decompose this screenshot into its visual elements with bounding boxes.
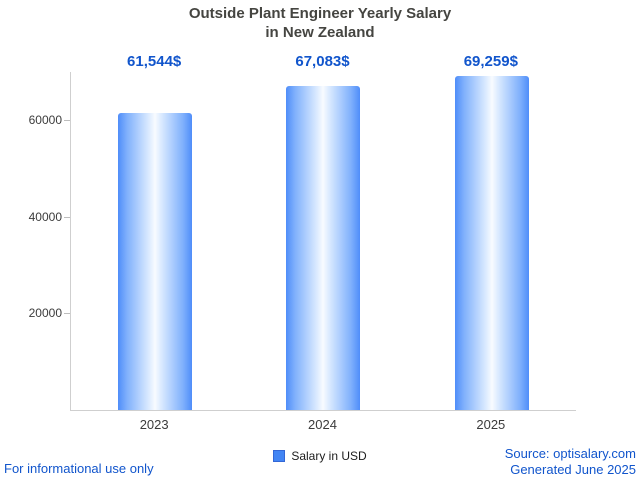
legend-label: Salary in USD (291, 449, 367, 463)
y-axis-tick-label: 60000 (28, 113, 62, 128)
chart-title: Outside Plant Engineer Yearly Salary in … (0, 5, 640, 43)
bar-value-label: 69,259$ (463, 53, 518, 70)
y-axis-tick-mark (64, 120, 70, 122)
x-axis-labels: 2023 2024 2025 (70, 417, 575, 433)
bar (286, 86, 361, 410)
legend: Salary in USD (0, 449, 640, 463)
footer-generated: Generated June 2025 (510, 462, 636, 478)
y-axis-tick-mark (64, 313, 70, 315)
bars-container (71, 72, 576, 410)
footer-disclaimer: For informational use only (4, 461, 154, 476)
y-axis-tick-label: 40000 (28, 209, 62, 224)
bar-slot (71, 72, 239, 410)
bar-slot (239, 72, 407, 410)
chart-title-line2: in New Zealand (265, 23, 375, 41)
bar-slot (408, 72, 576, 410)
bar (454, 76, 529, 410)
y-axis-tick-mark (64, 216, 70, 218)
footer-source-block: Source: optisalary.com Generated June 20… (505, 446, 636, 479)
y-axis-tick-label: 20000 (28, 306, 62, 321)
x-axis-label: 2025 (476, 417, 506, 432)
bar-value-labels: 61,544$ 67,083$ 69,259$ (70, 53, 575, 73)
chart-title-line1: Outside Plant Engineer Yearly Salary (188, 5, 452, 22)
bar (118, 113, 193, 410)
x-axis-label: 2024 (308, 417, 337, 432)
x-axis-label: 2023 (139, 417, 169, 432)
bar-value-label: 67,083$ (295, 53, 350, 70)
legend-swatch-icon (273, 450, 286, 462)
bar-value-label: 61,544$ (127, 53, 182, 70)
plot-area (70, 72, 576, 411)
footer-source-link[interactable]: Source: optisalary.com (504, 446, 636, 461)
